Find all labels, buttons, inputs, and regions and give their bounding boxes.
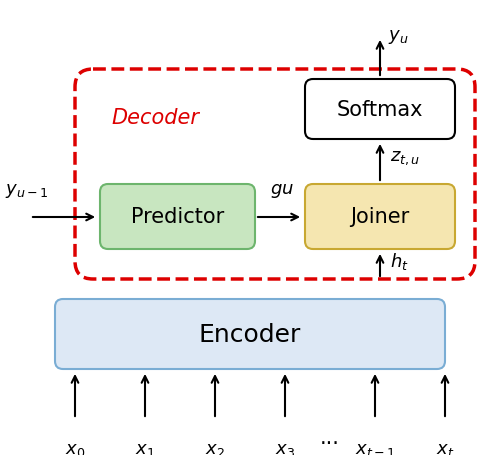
FancyBboxPatch shape: [305, 80, 454, 140]
Text: Decoder: Decoder: [111, 108, 198, 128]
Text: Softmax: Softmax: [336, 100, 422, 120]
Text: Predictor: Predictor: [131, 207, 223, 227]
Text: $x_1$: $x_1$: [135, 440, 155, 455]
FancyBboxPatch shape: [55, 299, 444, 369]
FancyBboxPatch shape: [305, 185, 454, 249]
Text: $x_t$: $x_t$: [435, 440, 453, 455]
Text: $z_{t,u}$: $z_{t,u}$: [389, 149, 419, 167]
Text: Joiner: Joiner: [350, 207, 409, 227]
Text: $x_{t-1}$: $x_{t-1}$: [354, 440, 394, 455]
Text: $gu$: $gu$: [270, 182, 294, 200]
Text: $x_0$: $x_0$: [65, 440, 85, 455]
Text: $y_{u-1}$: $y_{u-1}$: [5, 182, 48, 200]
Text: $h_t$: $h_t$: [389, 251, 408, 272]
Text: $x_2$: $x_2$: [204, 440, 224, 455]
FancyBboxPatch shape: [100, 185, 255, 249]
Text: $x_3$: $x_3$: [275, 440, 295, 455]
Text: Encoder: Encoder: [198, 322, 301, 346]
Text: ...: ...: [320, 427, 339, 447]
Text: $y_u$: $y_u$: [387, 28, 408, 46]
